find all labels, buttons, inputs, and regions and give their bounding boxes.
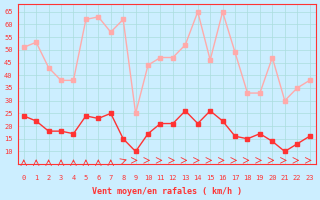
X-axis label: Vent moyen/en rafales ( km/h ): Vent moyen/en rafales ( km/h ): [92, 187, 242, 196]
